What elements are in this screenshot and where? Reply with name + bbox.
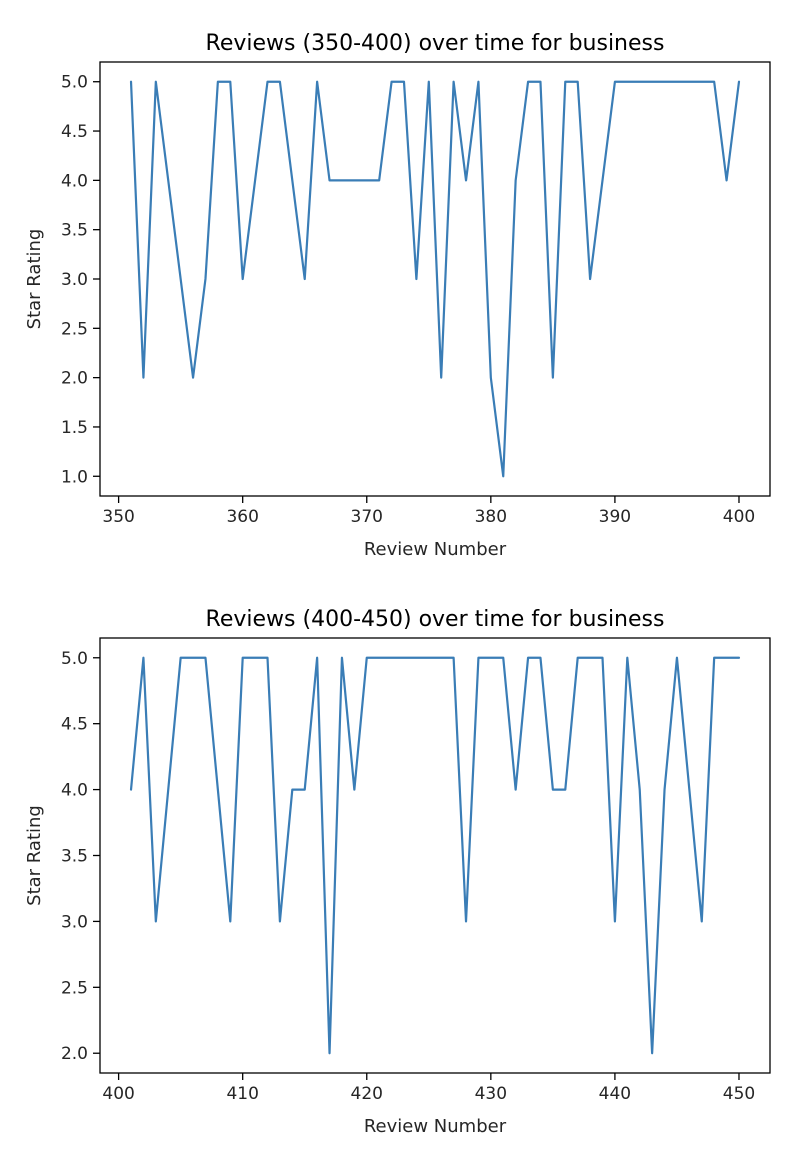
x-tick-label: 400 xyxy=(723,507,755,527)
y-tick-label: 5.0 xyxy=(61,649,88,669)
x-tick-label: 350 xyxy=(102,507,134,527)
y-axis-label: Star Rating xyxy=(24,229,45,330)
y-tick-label: 4.5 xyxy=(61,122,88,142)
y-tick-label: 3.0 xyxy=(61,912,88,932)
x-axis-label: Review Number xyxy=(364,539,507,560)
x-tick-label: 450 xyxy=(723,1084,755,1104)
y-tick-label: 5.0 xyxy=(61,73,88,93)
chart-title: Reviews (400-450) over time for business xyxy=(206,607,665,632)
chart-title: Reviews (350-400) over time for business xyxy=(206,31,665,56)
plot-area-frame xyxy=(99,637,771,1074)
chart-2: Reviews (400-450) over time for business… xyxy=(24,607,771,1137)
x-tick-label: 440 xyxy=(599,1084,631,1104)
y-tick-label: 2.0 xyxy=(61,369,88,389)
y-tick-label: 3.5 xyxy=(61,221,88,241)
series-line xyxy=(129,656,741,1055)
x-tick-label: 400 xyxy=(102,1084,134,1104)
y-axis-label: Star Rating xyxy=(24,805,45,906)
y-tick-label: 4.5 xyxy=(61,715,88,735)
x-tick-label: 430 xyxy=(475,1084,507,1104)
y-tick-label: 2.5 xyxy=(61,319,88,339)
y-tick-label: 2.5 xyxy=(61,978,88,998)
y-tick-label: 3.5 xyxy=(61,847,88,867)
y-tick-label: 1.0 xyxy=(61,467,88,487)
y-tick-label: 4.0 xyxy=(61,781,88,801)
series-line xyxy=(129,80,741,478)
x-tick-label: 420 xyxy=(351,1084,383,1104)
plot-area-frame xyxy=(99,61,771,497)
y-tick-label: 4.0 xyxy=(61,171,88,191)
x-tick-label: 390 xyxy=(599,507,631,527)
x-axis-label: Review Number xyxy=(364,1116,507,1137)
x-tick-label: 410 xyxy=(226,1084,258,1104)
chart-1: Reviews (350-400) over time for business… xyxy=(24,31,771,560)
x-tick-label: 380 xyxy=(475,507,507,527)
x-tick-label: 370 xyxy=(351,507,383,527)
x-tick-label: 360 xyxy=(226,507,258,527)
y-tick-label: 3.0 xyxy=(61,270,88,290)
y-tick-label: 1.5 xyxy=(61,418,88,438)
y-tick-label: 2.0 xyxy=(61,1044,88,1064)
